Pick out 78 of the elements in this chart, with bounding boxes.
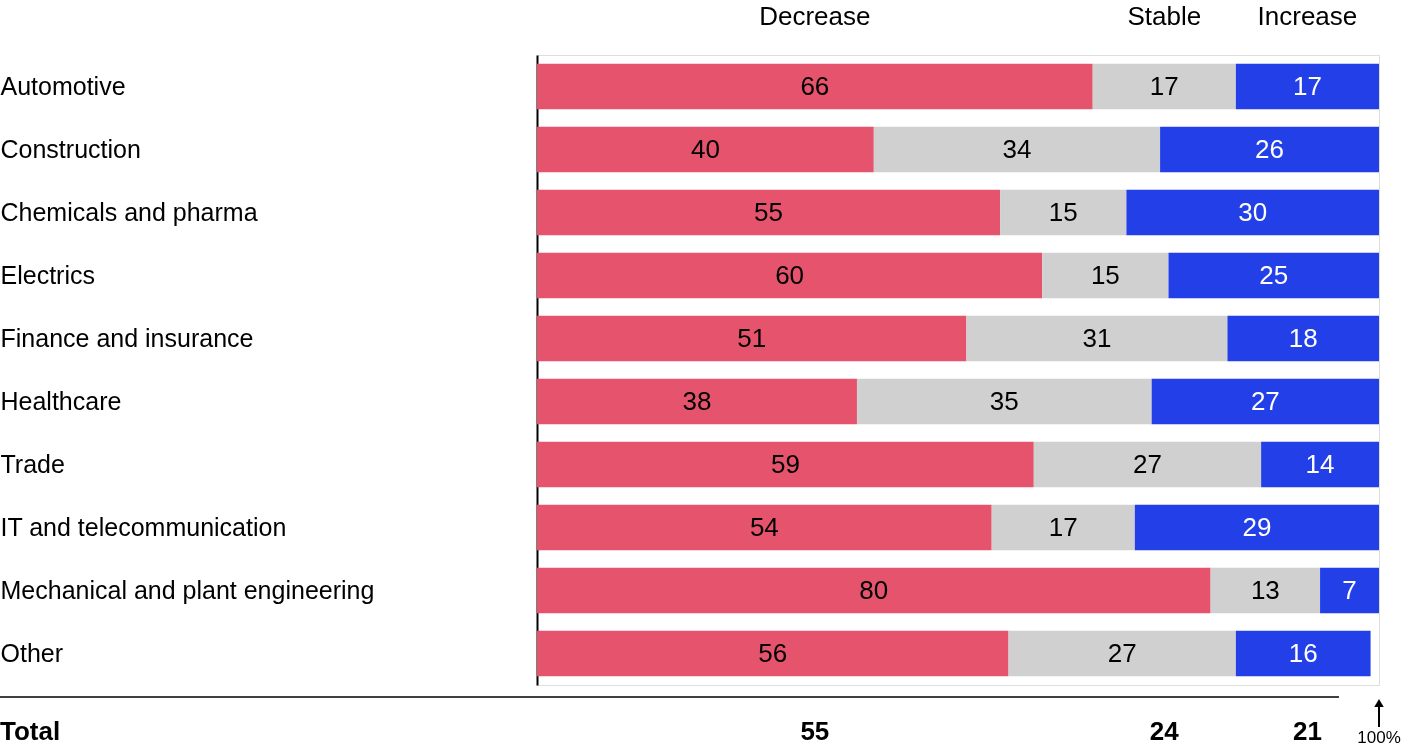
bar <box>991 504 1135 551</box>
bar <box>1261 441 1379 488</box>
bar <box>1160 126 1379 173</box>
text: 100% <box>1357 728 1401 747</box>
bar <box>537 252 1043 299</box>
data-label: 26 <box>1255 133 1284 164</box>
bar <box>1008 630 1236 677</box>
bar <box>537 567 1211 614</box>
data-label: 15 <box>1090 259 1120 290</box>
data-label: 40 <box>690 133 720 164</box>
bar <box>966 315 1228 362</box>
bar <box>537 126 874 173</box>
data-label: 80 <box>859 574 889 605</box>
data-label: 31 <box>1082 322 1112 353</box>
data-label: 14 <box>1305 448 1335 479</box>
bar <box>1000 189 1127 236</box>
bar <box>1210 567 1321 614</box>
data-label: 29 <box>1242 511 1272 542</box>
data-label: 51 <box>737 322 767 353</box>
series-label: Stable <box>1127 1 1202 31</box>
data-label: 59 <box>770 448 800 479</box>
text: 24 <box>1149 716 1180 746</box>
bar <box>537 504 992 551</box>
data-label: 35 <box>989 385 1019 416</box>
data-label: 60 <box>775 259 805 290</box>
bar <box>1042 252 1169 299</box>
y-tick-label: Healthcare <box>0 386 122 415</box>
text: 55 <box>800 716 830 746</box>
text: 21 <box>1292 716 1322 746</box>
data-label: 16 <box>1288 637 1318 668</box>
y-tick-label: Automotive <box>0 71 126 100</box>
y-tick-label: Finance and insurance <box>0 323 254 352</box>
data-label: 34 <box>1002 133 1032 164</box>
bar <box>856 378 1152 425</box>
data-label: 27 <box>1250 385 1280 416</box>
bar <box>1320 567 1379 614</box>
bar <box>873 126 1161 173</box>
data-label: 27 <box>1132 448 1162 479</box>
data-label: 15 <box>1048 196 1078 227</box>
bar <box>537 63 1093 110</box>
bar <box>537 630 1009 677</box>
bar <box>1151 378 1379 425</box>
y-tick-label: Chemicals and pharma <box>0 197 258 226</box>
series-label: Increase <box>1257 1 1358 31</box>
y-tick-label: Electrics <box>0 260 95 289</box>
y-tick-label: Mechanical and plant engineering <box>0 575 375 604</box>
bar <box>1033 441 1262 488</box>
bar <box>1168 252 1379 299</box>
bar <box>537 315 967 362</box>
data-label: 7 <box>1342 574 1357 605</box>
y-tick-label: Construction <box>0 134 141 163</box>
y-tick-label: Trade <box>0 449 65 478</box>
bar <box>1092 63 1236 110</box>
series-label: Decrease <box>759 1 871 31</box>
text: Total <box>0 716 61 746</box>
data-label: 17 <box>1292 70 1322 101</box>
data-label: 30 <box>1238 196 1268 227</box>
data-label: 27 <box>1107 637 1137 668</box>
y-tick-label: IT and telecommunication <box>0 512 287 541</box>
data-label: 55 <box>754 196 784 227</box>
data-label: 25 <box>1259 259 1289 290</box>
data-label: 66 <box>800 70 830 101</box>
bar <box>537 189 1001 236</box>
y-tick-label: Other <box>0 638 64 667</box>
data-label: 17 <box>1149 70 1179 101</box>
bar <box>1126 189 1379 236</box>
data-label: 18 <box>1288 322 1318 353</box>
data-label: 54 <box>749 511 779 542</box>
data-label: 13 <box>1250 574 1280 605</box>
bar <box>1134 504 1379 551</box>
bar <box>1235 630 1371 677</box>
bar <box>537 378 857 425</box>
bar <box>537 441 1034 488</box>
data-label: 38 <box>682 385 712 416</box>
data-label: 17 <box>1048 511 1078 542</box>
bar <box>1227 315 1379 362</box>
data-label: 56 <box>758 637 788 668</box>
bar <box>1235 63 1379 110</box>
